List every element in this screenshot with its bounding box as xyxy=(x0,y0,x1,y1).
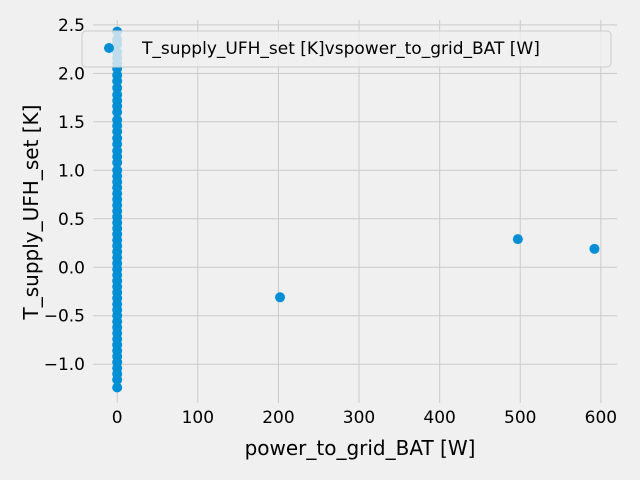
y-axis-label: T_supply_UFH_set [K] xyxy=(19,105,43,321)
x-tick-label: 300 xyxy=(343,408,375,428)
y-tick-label: −0.5 xyxy=(44,307,85,327)
x-tick-label: 0 xyxy=(112,408,123,428)
data-points xyxy=(112,26,600,393)
y-tick-label: 2.5 xyxy=(58,16,85,36)
legend-marker xyxy=(104,43,114,53)
y-tick-label: 0.0 xyxy=(58,258,85,278)
data-point xyxy=(112,157,123,168)
y-tick-label: 2.0 xyxy=(58,64,85,84)
legend-box xyxy=(81,30,612,68)
data-point xyxy=(112,374,123,385)
y-tick-labels: −1.0 −0.5 0.0 0.5 1.0 1.5 2.0 2.5 xyxy=(44,16,85,375)
x-tick-label: 600 xyxy=(585,408,617,428)
legend-label: T_supply_UFH_set [K]vspower_to_grid_BAT … xyxy=(141,39,540,59)
y-tick-label: 1.0 xyxy=(58,161,85,181)
data-point xyxy=(589,243,600,254)
data-point xyxy=(275,292,286,303)
x-tick-label: 400 xyxy=(423,408,455,428)
y-tick-label: −1.0 xyxy=(44,355,85,375)
plot-area xyxy=(93,20,617,403)
x-tick-labels: 0 100 200 300 400 500 600 xyxy=(112,408,617,428)
x-tick-label: 100 xyxy=(182,408,214,428)
data-point xyxy=(112,107,123,118)
x-axis-label: power_to_grid_BAT [W] xyxy=(245,436,476,460)
legend: T_supply_UFH_set [K]vspower_to_grid_BAT … xyxy=(81,30,612,68)
data-point xyxy=(512,234,523,245)
x-tick-label: 500 xyxy=(504,408,536,428)
y-tick-label: 0.5 xyxy=(58,210,85,230)
y-tick-label: 1.5 xyxy=(58,113,85,133)
data-point xyxy=(112,382,123,393)
grid-lines xyxy=(93,20,617,403)
x-tick-label: 200 xyxy=(262,408,294,428)
